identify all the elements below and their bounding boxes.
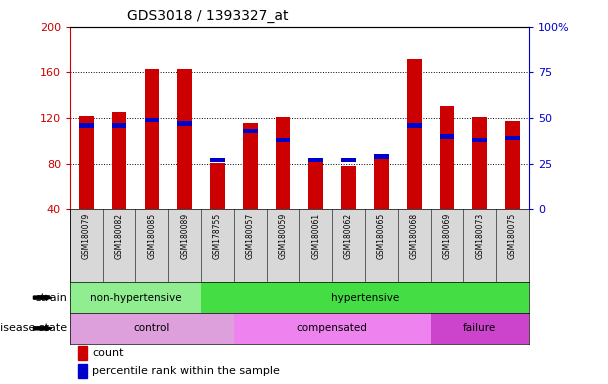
Text: GSM180057: GSM180057	[246, 213, 255, 259]
Text: count: count	[92, 348, 124, 358]
Bar	[440, 134, 454, 139]
Text: GSM180075: GSM180075	[508, 213, 517, 259]
Bar	[79, 123, 94, 127]
Bar	[145, 69, 159, 209]
Text: compensated: compensated	[297, 323, 368, 333]
Bar	[407, 123, 421, 127]
Bar	[243, 129, 258, 133]
Bar	[308, 161, 323, 209]
Text: GSM178755: GSM178755	[213, 213, 222, 259]
Bar	[145, 118, 159, 122]
Text: GSM180079: GSM180079	[82, 213, 91, 259]
Bar	[210, 162, 225, 209]
Bar	[472, 117, 487, 209]
Bar	[440, 106, 454, 209]
Text: GSM180059: GSM180059	[278, 213, 288, 259]
Bar	[112, 113, 126, 209]
Bar	[70, 313, 234, 344]
Bar	[70, 282, 201, 313]
Bar	[341, 166, 356, 209]
Text: hypertensive: hypertensive	[331, 293, 399, 303]
Text: GSM180065: GSM180065	[377, 213, 386, 259]
Bar	[78, 346, 86, 360]
Text: GSM180069: GSM180069	[443, 213, 452, 259]
Bar	[505, 121, 520, 209]
Text: failure: failure	[463, 323, 496, 333]
Bar	[178, 69, 192, 209]
Text: GSM180089: GSM180089	[180, 213, 189, 259]
Bar	[407, 59, 421, 209]
Bar	[505, 136, 520, 141]
Bar	[210, 158, 225, 162]
Bar	[341, 158, 356, 162]
Bar	[430, 313, 529, 344]
Bar	[178, 121, 192, 126]
Text: GSM180062: GSM180062	[344, 213, 353, 259]
Bar	[275, 138, 291, 142]
Bar	[275, 117, 291, 209]
Bar	[112, 123, 126, 127]
Bar	[78, 364, 86, 378]
Text: GSM180085: GSM180085	[147, 213, 156, 259]
Bar	[472, 138, 487, 142]
Text: non-hypertensive: non-hypertensive	[90, 293, 181, 303]
Bar	[374, 154, 389, 159]
Text: GDS3018 / 1393327_at: GDS3018 / 1393327_at	[127, 9, 288, 23]
Text: GSM180082: GSM180082	[114, 213, 123, 259]
Text: GSM180061: GSM180061	[311, 213, 320, 259]
Text: GSM180068: GSM180068	[410, 213, 419, 259]
Bar	[234, 313, 430, 344]
Bar	[243, 122, 258, 209]
Text: disease state: disease state	[0, 323, 67, 333]
Bar	[79, 116, 94, 209]
Text: control: control	[134, 323, 170, 333]
Bar	[308, 158, 323, 162]
Text: percentile rank within the sample: percentile rank within the sample	[92, 366, 280, 376]
Bar	[374, 157, 389, 209]
Text: GSM180073: GSM180073	[475, 213, 485, 259]
Bar	[201, 282, 529, 313]
Text: strain: strain	[35, 293, 67, 303]
